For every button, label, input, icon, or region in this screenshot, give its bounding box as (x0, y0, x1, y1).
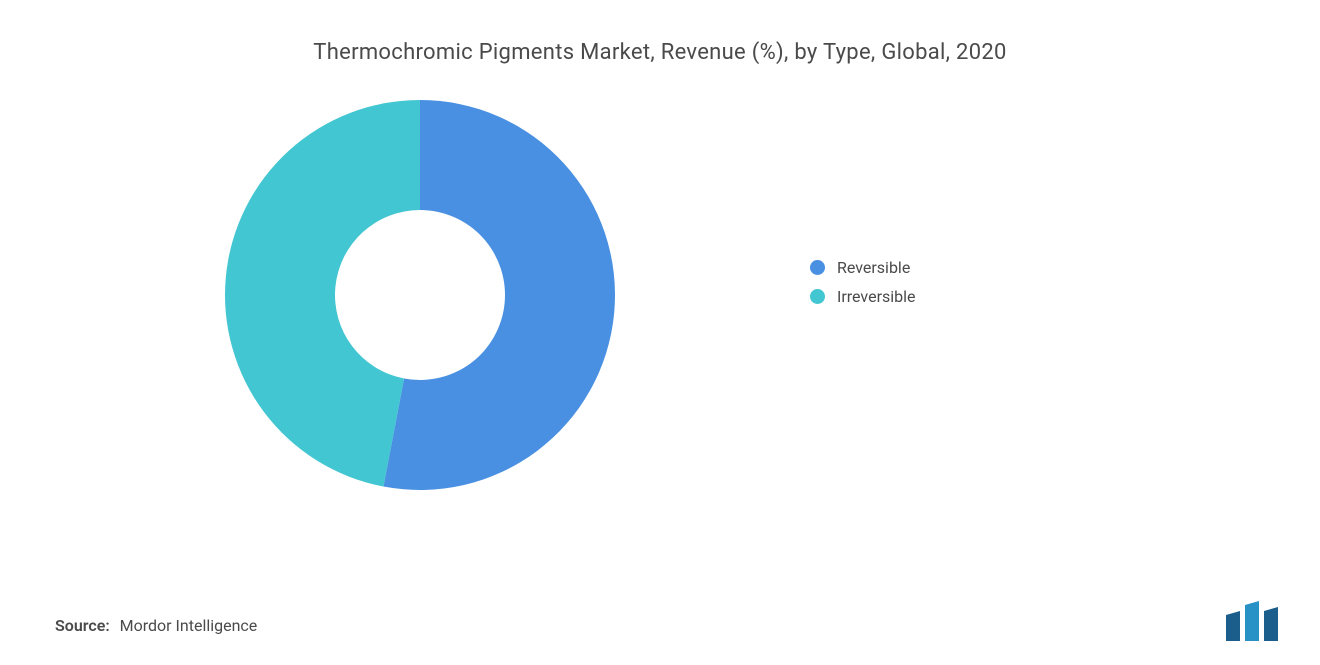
source-attribution: Source: Mordor Intelligence (55, 616, 257, 635)
legend-label: Reversible (837, 258, 910, 277)
legend-item-irreversible: Irreversible (810, 287, 916, 306)
legend-item-reversible: Reversible (810, 258, 916, 277)
source-label: Source: (55, 616, 110, 635)
brand-logo-icon (1226, 601, 1282, 641)
donut-chart-container (220, 95, 620, 495)
donut-chart (220, 95, 620, 495)
donut-slice-irreversible (225, 100, 420, 487)
logo-bar-icon (1264, 607, 1278, 641)
chart-title: Thermochromic Pigments Market, Revenue (… (0, 40, 1320, 65)
legend-swatch-icon (810, 260, 825, 275)
legend-label: Irreversible (837, 287, 916, 306)
logo-bar-icon (1226, 611, 1240, 641)
logo-bar-icon (1245, 601, 1259, 641)
legend-swatch-icon (810, 289, 825, 304)
chart-legend: Reversible Irreversible (810, 258, 916, 316)
source-value: Mordor Intelligence (120, 616, 258, 635)
